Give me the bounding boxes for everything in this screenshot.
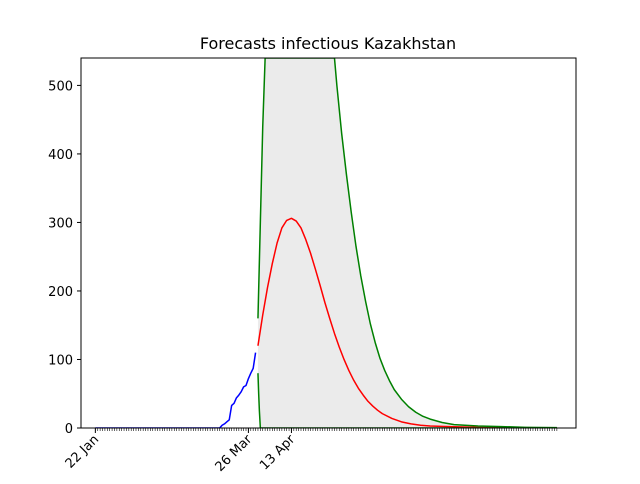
series-layer xyxy=(95,58,557,428)
upper-bound-line xyxy=(257,58,557,428)
forecast-line xyxy=(257,217,557,428)
y-tick-label: 100 xyxy=(48,353,73,368)
observed-line xyxy=(95,352,257,428)
y-tick-label: 200 xyxy=(48,285,73,300)
confidence-band xyxy=(257,58,557,428)
chart-title: Forecasts infectious Kazakhstan xyxy=(200,34,456,53)
confidence-band-layer xyxy=(257,58,557,428)
lower-bound-line xyxy=(257,373,557,428)
y-tick-label: 300 xyxy=(48,216,73,231)
y-tick-label: 400 xyxy=(48,148,73,163)
plot-frame xyxy=(80,57,577,429)
y-tick-label: 0 xyxy=(65,422,73,437)
y-tick-label: 500 xyxy=(48,79,73,94)
